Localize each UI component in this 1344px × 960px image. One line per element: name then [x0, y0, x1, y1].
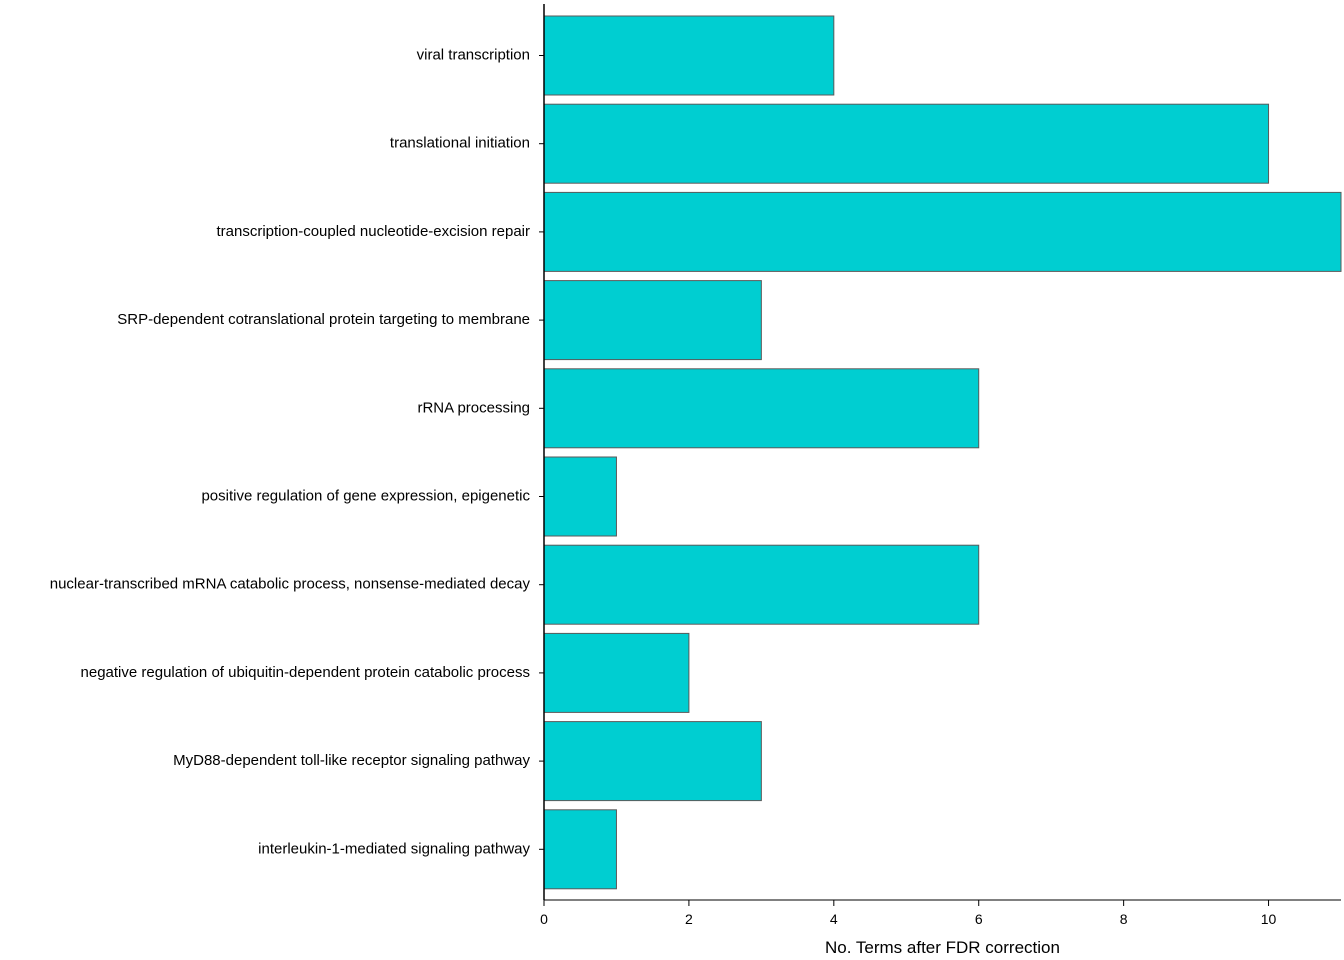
bar	[543, 368, 980, 449]
category-label: SRP-dependent cotranslational protein ta…	[117, 311, 530, 328]
category-label: transcription-coupled nucleotide-excisio…	[217, 223, 531, 240]
bars-group	[543, 15, 1342, 890]
x-axis-title: No. Terms after FDR correction	[825, 938, 1060, 957]
bar	[543, 632, 690, 713]
x-tick-label: 6	[975, 911, 983, 927]
category-label: translational initiation	[390, 135, 530, 152]
x-tick-label: 10	[1261, 911, 1277, 927]
category-label: negative regulation of ubiquitin-depende…	[81, 664, 530, 681]
category-label: nuclear-transcribed mRNA catabolic proce…	[50, 576, 531, 593]
bar	[543, 456, 617, 537]
bar	[543, 544, 980, 625]
bar	[543, 191, 1342, 272]
x-tick-label: 4	[830, 911, 838, 927]
category-label: positive regulation of gene expression, …	[201, 487, 530, 504]
bar	[543, 103, 1270, 184]
x-tick-label: 0	[540, 911, 548, 927]
category-label: MyD88-dependent toll-like receptor signa…	[173, 752, 530, 769]
bar	[543, 721, 762, 802]
category-label: interleukin-1-mediated signaling pathway	[258, 840, 530, 857]
bar	[543, 15, 835, 96]
x-tick-label: 8	[1120, 911, 1128, 927]
category-label: rRNA processing	[417, 399, 530, 416]
category-label: viral transcription	[417, 46, 530, 63]
category-labels-group: viral transcription translational initiat…	[50, 46, 544, 857]
bar	[543, 280, 762, 361]
x-tick-label: 2	[685, 911, 693, 927]
bar	[543, 809, 617, 890]
x-ticks-group: 0 2 4 6 8 10	[540, 900, 1277, 927]
